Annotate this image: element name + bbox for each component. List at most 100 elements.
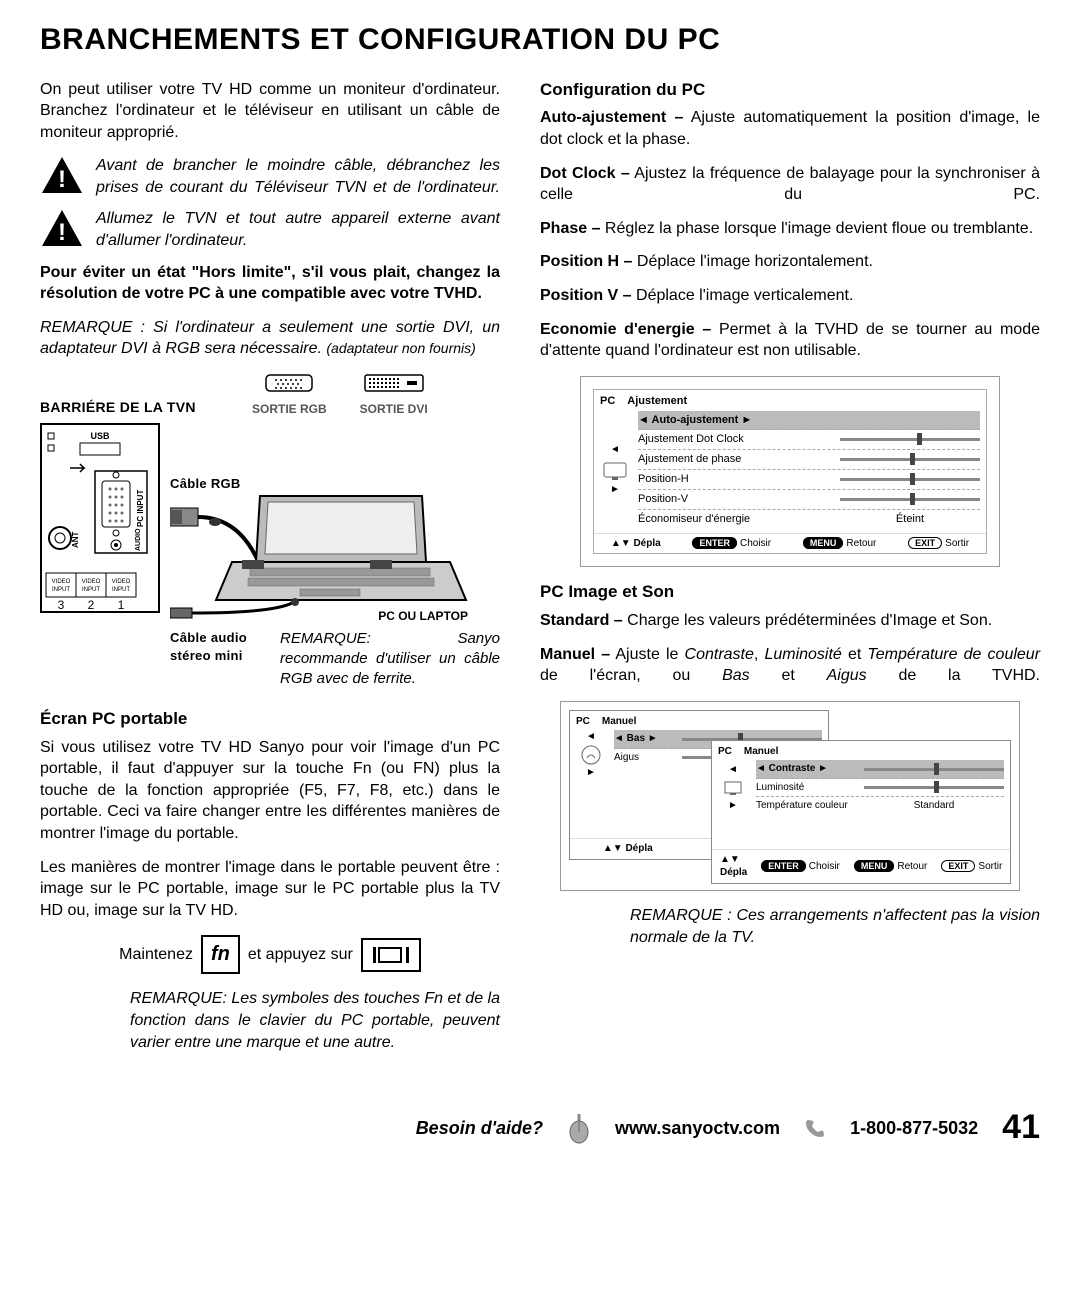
svg-text:ANT: ANT [71, 531, 80, 548]
resolution-notice: Pour éviter un état "Hors limite", s'il … [40, 262, 500, 305]
mouse-icon [567, 1112, 591, 1144]
config-title: Configuration du PC [540, 79, 1040, 102]
dvi-note: REMARQUE : Si l'ordinateur a seulement u… [40, 317, 500, 360]
osd-sortir: Sortir [945, 538, 969, 549]
phone-icon [804, 1117, 826, 1139]
t: de la TVHD. [867, 667, 1040, 684]
sortie-rgb-label: SORTIE RGB [252, 401, 327, 417]
page-number: 41 [1002, 1105, 1040, 1151]
osd1-list: ◄ Auto-ajustement ►Ajustement Dot ClockA… [638, 411, 980, 529]
warning-2: ! Allumez le TVN et tout autre appareil … [40, 208, 500, 251]
svg-text:!: ! [58, 166, 66, 193]
left-column: On peut utiliser votre TV HD comme un mo… [40, 79, 500, 1066]
connection-diagram: BARRIÉRE DE LA TVN SORTIE RGB [40, 372, 500, 690]
config-phase: Phase – Réglez la phase lorsque l'image … [540, 218, 1040, 240]
t: et [750, 667, 827, 684]
svg-text:3: 3 [58, 598, 65, 612]
dvi-note-sub: (adaptateur non fournis) [326, 340, 475, 356]
fn-note: REMARQUE: Les symboles des touches Fn et… [40, 988, 500, 1053]
pcimg-std-label: Standard – [540, 612, 623, 629]
osd1-pc: PC [600, 394, 615, 409]
ferrite-note: REMARQUE: Sanyo recommande d'utiliser un… [280, 629, 500, 690]
config-dot: Dot Clock – Ajustez la fréquence de bala… [540, 163, 1040, 206]
footer-help: Besoin d'aide? [416, 1116, 543, 1140]
osd-row: Ajustement Dot Clock [638, 430, 980, 450]
osd1-title: Ajustement [627, 394, 687, 409]
osd-retour: Retour [846, 538, 876, 549]
back-panel-label: BARRIÉRE DE LA TVN [40, 398, 240, 417]
svg-text:1: 1 [118, 598, 125, 612]
config-posh-label: Position H – [540, 253, 632, 270]
footer-url: www.sanyoctv.com [615, 1116, 780, 1140]
t: Choisir [809, 861, 840, 872]
osd-nav-arrows-icon: ◄ ► [718, 760, 748, 815]
warning-icon: ! [40, 155, 84, 195]
config-eco: Economie d'energie – Permet à la TVHD de… [540, 319, 1040, 362]
osd-row: ◄ Contraste ► [756, 760, 1004, 779]
config-posh-text: Déplace l'image horizontalement. [632, 253, 873, 270]
osd-row: Luminosité [756, 779, 1004, 798]
osd-enter-pill: ENTER [692, 537, 737, 549]
t: Retour [897, 861, 927, 872]
maintenez-text: Maintenez [119, 944, 193, 966]
svg-text:PC INPUT: PC INPUT [136, 489, 145, 526]
osd-row: Position-H [638, 470, 980, 490]
dvi-connector-icon [355, 372, 433, 394]
pc-laptop-label: PC OU LAPTOP [378, 609, 468, 622]
osd-row: ◄ Auto-ajustement ► [638, 411, 980, 431]
tv-back-panel: USB PC INPUT [40, 423, 160, 620]
t: de l'écran, ou [540, 667, 722, 684]
svg-text:VIDEO: VIDEO [112, 579, 131, 585]
t: ENTER [761, 860, 806, 872]
t: Sortir [978, 861, 1002, 872]
pcimg-std: Standard – Charge les valeurs prédétermi… [540, 610, 1040, 632]
config-auto: Auto-ajustement – Ajuste automatiquement… [540, 107, 1040, 150]
t: EXIT [941, 860, 975, 872]
right-column: Configuration du PC Auto-ajustement – Aj… [540, 79, 1040, 1066]
cable-audio-label: Câble audio stéreo mini [170, 629, 270, 690]
t: , [754, 646, 765, 663]
warning-2-text: Allumez le TVN et tout autre appareil ex… [96, 208, 500, 251]
warning-icon: ! [40, 208, 84, 248]
ecran-p2: Les manières de montrer l'image dans le … [40, 857, 500, 922]
page-title: BRANCHEMENTS ET CONFIGURATION DU PC [40, 20, 1040, 61]
config-auto-label: Auto-ajustement – [540, 109, 683, 126]
svg-text:INPUT: INPUT [82, 587, 100, 593]
t: et [842, 646, 868, 663]
warning-1-text: Avant de brancher le moindre câble, débr… [96, 155, 500, 198]
t: Température de couleur [867, 646, 1040, 663]
svg-text:INPUT: INPUT [52, 587, 70, 593]
ecran-p1: Si vous utilisez votre TV HD Sanyo pour … [40, 737, 500, 845]
usb-label: USB [90, 431, 110, 441]
t: MENU [854, 860, 895, 872]
t: Bas [722, 667, 750, 684]
pcimg-man-label: Manuel – [540, 646, 610, 663]
t: Dépla [720, 867, 747, 878]
pcimg-title: PC Image et Son [540, 581, 1040, 604]
footer-phone: 1-800-877-5032 [850, 1116, 978, 1140]
config-phase-text: Réglez la phase lorsque l'image devient … [600, 220, 1033, 237]
osd2b-list: ◄ Contraste ►LuminositéTempérature coule… [756, 760, 1004, 815]
osd-row: Position-V [638, 490, 980, 510]
fn-key-icon: fn [201, 935, 240, 974]
config-posv-text: Déplace l'image verticalement. [632, 287, 854, 304]
sortie-dvi-label: SORTIE DVI [355, 401, 433, 417]
svg-text:VIDEO: VIDEO [82, 579, 101, 585]
intro-text: On peut utiliser votre TV HD comme un mo… [40, 79, 500, 144]
osd2a-pc: PC [576, 715, 590, 729]
osd-nested: PCManuel ◄ ► ◄ Bas ►Aigus ▲▼ Dépla ENTER… [560, 701, 1020, 891]
t: Luminosité [764, 646, 841, 663]
monitor-key-icon [361, 938, 421, 972]
appuyez-text: et appuyez sur [248, 944, 353, 966]
config-phase-label: Phase – [540, 220, 600, 237]
laptop-icon: PC OU LAPTOP [170, 492, 470, 622]
osd1-footer: ▲▼ Dépla ENTERChoisir MENURetour EXITSor… [594, 533, 986, 554]
svg-text:VIDEO: VIDEO [52, 579, 71, 585]
osd-choisir: Choisir [740, 538, 771, 549]
osd-note: REMARQUE : Ces arrangements n'affectent … [540, 905, 1040, 948]
svg-text:AUDIO: AUDIO [135, 528, 142, 551]
cable-rgb-label: Câble RGB [170, 475, 500, 493]
osd-nav-arrows-icon: ◄ ► [600, 411, 630, 529]
osd-ajustement: PC Ajustement ◄ ► ◄ Auto-ajustement ►Aju… [580, 376, 1000, 567]
vga-connector-icon [258, 372, 320, 394]
